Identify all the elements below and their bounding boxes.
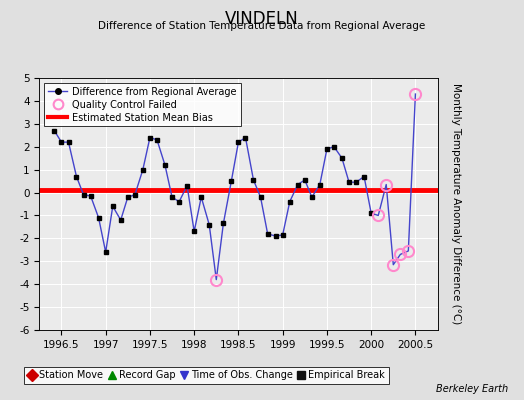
Text: Difference of Station Temperature Data from Regional Average: Difference of Station Temperature Data f… [99,21,425,31]
Text: Berkeley Earth: Berkeley Earth [436,384,508,394]
Text: VINDELN: VINDELN [225,10,299,28]
Y-axis label: Monthly Temperature Anomaly Difference (°C): Monthly Temperature Anomaly Difference (… [452,83,462,325]
Legend: Difference from Regional Average, Quality Control Failed, Estimated Station Mean: Difference from Regional Average, Qualit… [44,83,241,126]
